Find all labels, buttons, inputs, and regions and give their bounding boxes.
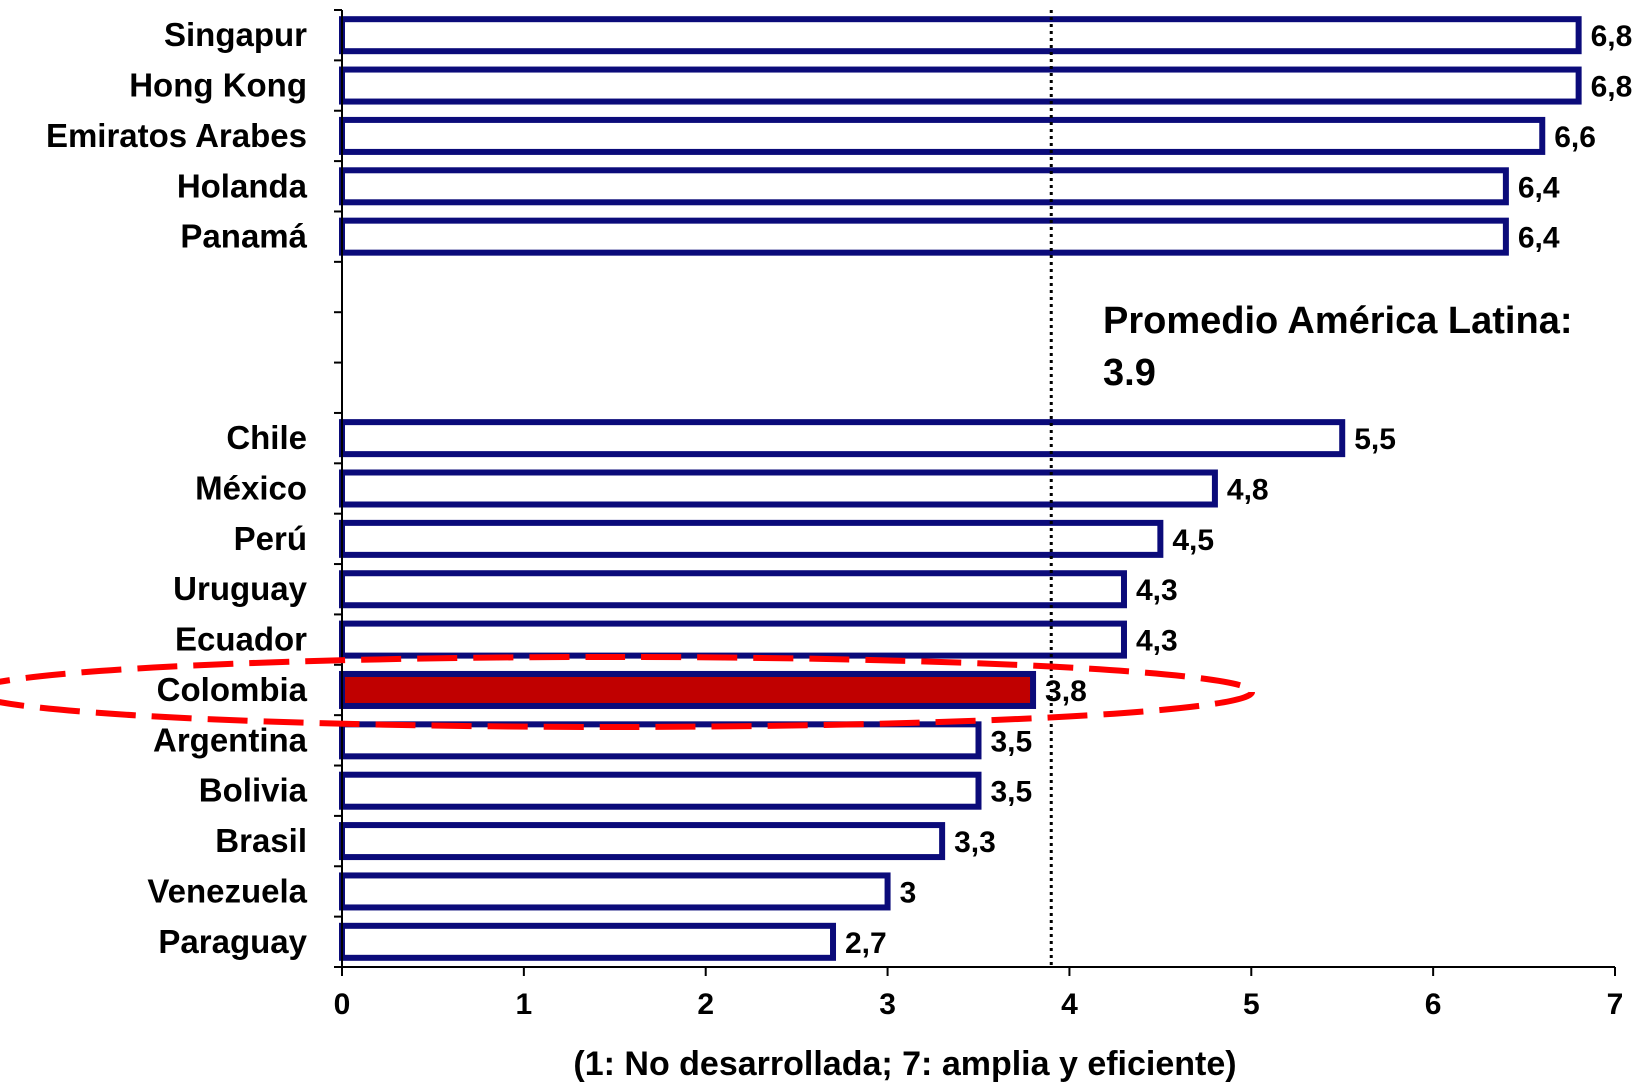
- category-label: Holanda: [177, 167, 308, 204]
- x-tick-label: 5: [1243, 988, 1260, 1021]
- bars: [339, 16, 1582, 961]
- x-tick-label: 0: [334, 988, 351, 1021]
- x-tick-label: 3: [879, 988, 896, 1021]
- category-label: Ecuador: [175, 621, 307, 658]
- value-label: 3,5: [991, 776, 1033, 809]
- bar: [339, 620, 1127, 659]
- category-label: Uruguay: [173, 570, 308, 607]
- bar: [339, 922, 837, 961]
- category-label: Singapur: [164, 16, 307, 53]
- value-label: 6,8: [1591, 71, 1633, 104]
- value-label: 6,4: [1518, 171, 1560, 204]
- value-label: 6,6: [1554, 121, 1596, 154]
- category-label: Brasil: [215, 822, 307, 859]
- value-label: 5,5: [1354, 423, 1396, 456]
- x-tick-label: 6: [1425, 988, 1442, 1021]
- category-label: Colombia: [157, 671, 308, 708]
- bar: [339, 570, 1127, 609]
- value-label: 6,8: [1591, 20, 1633, 53]
- x-tick-label: 2: [697, 988, 714, 1021]
- value-label: 6,4: [1518, 222, 1560, 255]
- value-label: 4,3: [1136, 625, 1178, 658]
- value-labels: 6,86,86,66,46,45,54,84,54,34,33,83,53,53…: [845, 20, 1632, 960]
- category-label: México: [195, 470, 307, 507]
- x-tick-label: 7: [1607, 988, 1624, 1021]
- category-label: Paraguay: [158, 923, 307, 960]
- x-tick-label: 4: [1061, 988, 1078, 1021]
- category-label: Panamá: [180, 218, 307, 255]
- bar: [339, 872, 891, 911]
- value-label: 4,5: [1172, 524, 1214, 557]
- value-label: 3,5: [991, 725, 1033, 758]
- value-label: 2,7: [845, 927, 887, 960]
- category-label: Perú: [234, 520, 307, 557]
- category-label: Hong Kong: [129, 67, 307, 104]
- bar-highlighted: [339, 670, 1037, 709]
- bar: [339, 519, 1164, 558]
- bar: [339, 167, 1509, 206]
- bar: [339, 217, 1509, 256]
- bar: [339, 116, 1546, 155]
- axes: 0 1 2 3 4 5 6 7: [334, 9, 1624, 1021]
- category-label: Chile: [226, 419, 307, 456]
- bar: [339, 469, 1218, 508]
- category-label: Argentina: [153, 721, 308, 758]
- category-label: Bolivia: [199, 772, 308, 809]
- annotation-line-2: 3.9: [1103, 352, 1156, 394]
- value-label: 4,3: [1136, 574, 1178, 607]
- highlight-overlay: [0, 653, 1255, 730]
- category-label: Emiratos Arabes: [46, 117, 307, 154]
- value-label: 4,8: [1227, 474, 1269, 507]
- category-labels: Singapur Hong Kong Emiratos Arabes Holanda P…: [46, 16, 308, 960]
- x-tick-label: 1: [516, 988, 533, 1021]
- bar: [339, 66, 1582, 105]
- bar: [339, 771, 982, 810]
- bar: [339, 822, 946, 861]
- value-label: 3,3: [954, 826, 996, 859]
- x-axis-label: (1: No desarrollada; 7: amplia y eficien…: [573, 1045, 1236, 1083]
- bar: [339, 419, 1346, 458]
- value-label: 3: [900, 876, 917, 909]
- annotation-line-1: Promedio América Latina:: [1103, 300, 1573, 342]
- highlight-ellipse: [0, 653, 1255, 730]
- bar: [339, 16, 1582, 55]
- category-label: Venezuela: [147, 872, 307, 909]
